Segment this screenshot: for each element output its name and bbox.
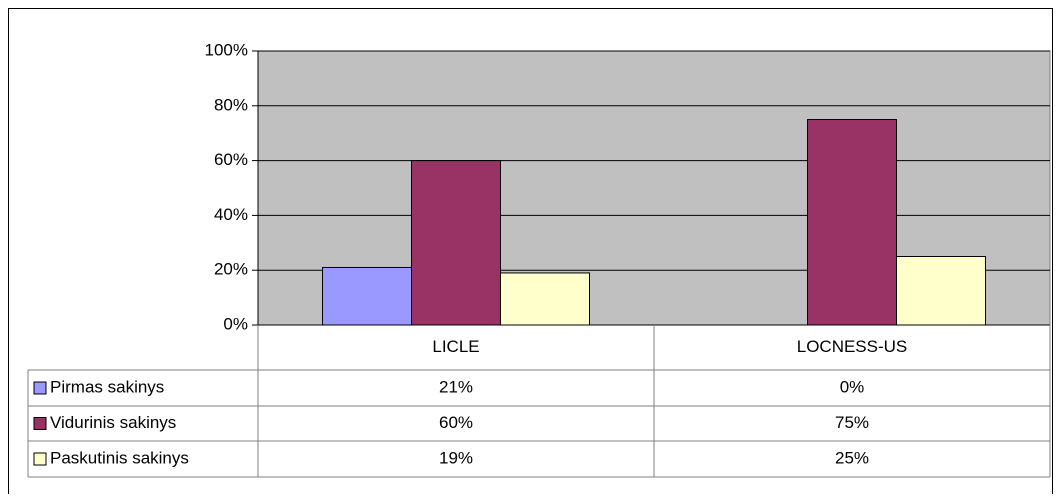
legend-key	[33, 452, 47, 466]
legend-label: Paskutinis sakinys	[50, 448, 189, 467]
legend-label: Vidurinis sakinys	[50, 413, 176, 432]
table-value: 0%	[840, 377, 865, 396]
table-value: 21%	[439, 377, 473, 396]
legend-key	[33, 381, 47, 395]
table-value: 25%	[835, 448, 869, 467]
x-tick-label: LICLE	[432, 337, 479, 356]
legend-label: Pirmas sakinys	[50, 377, 164, 396]
table-value: 60%	[439, 413, 473, 432]
y-tick-label: 80%	[214, 95, 248, 114]
bar	[322, 266, 412, 326]
y-tick-label: 20%	[214, 260, 248, 279]
y-tick-label: 60%	[214, 150, 248, 169]
y-tick-label: 100%	[205, 40, 248, 59]
table-value: 19%	[439, 448, 473, 467]
bar	[500, 272, 590, 326]
bar	[807, 119, 897, 326]
x-tick-label: LOCNESS-US	[797, 337, 908, 356]
legend-key	[33, 417, 47, 430]
bar	[896, 256, 986, 326]
bar	[411, 160, 501, 326]
y-tick-label: 40%	[214, 205, 248, 224]
y-tick-label: 0%	[223, 314, 248, 333]
table-value: 75%	[835, 413, 869, 432]
